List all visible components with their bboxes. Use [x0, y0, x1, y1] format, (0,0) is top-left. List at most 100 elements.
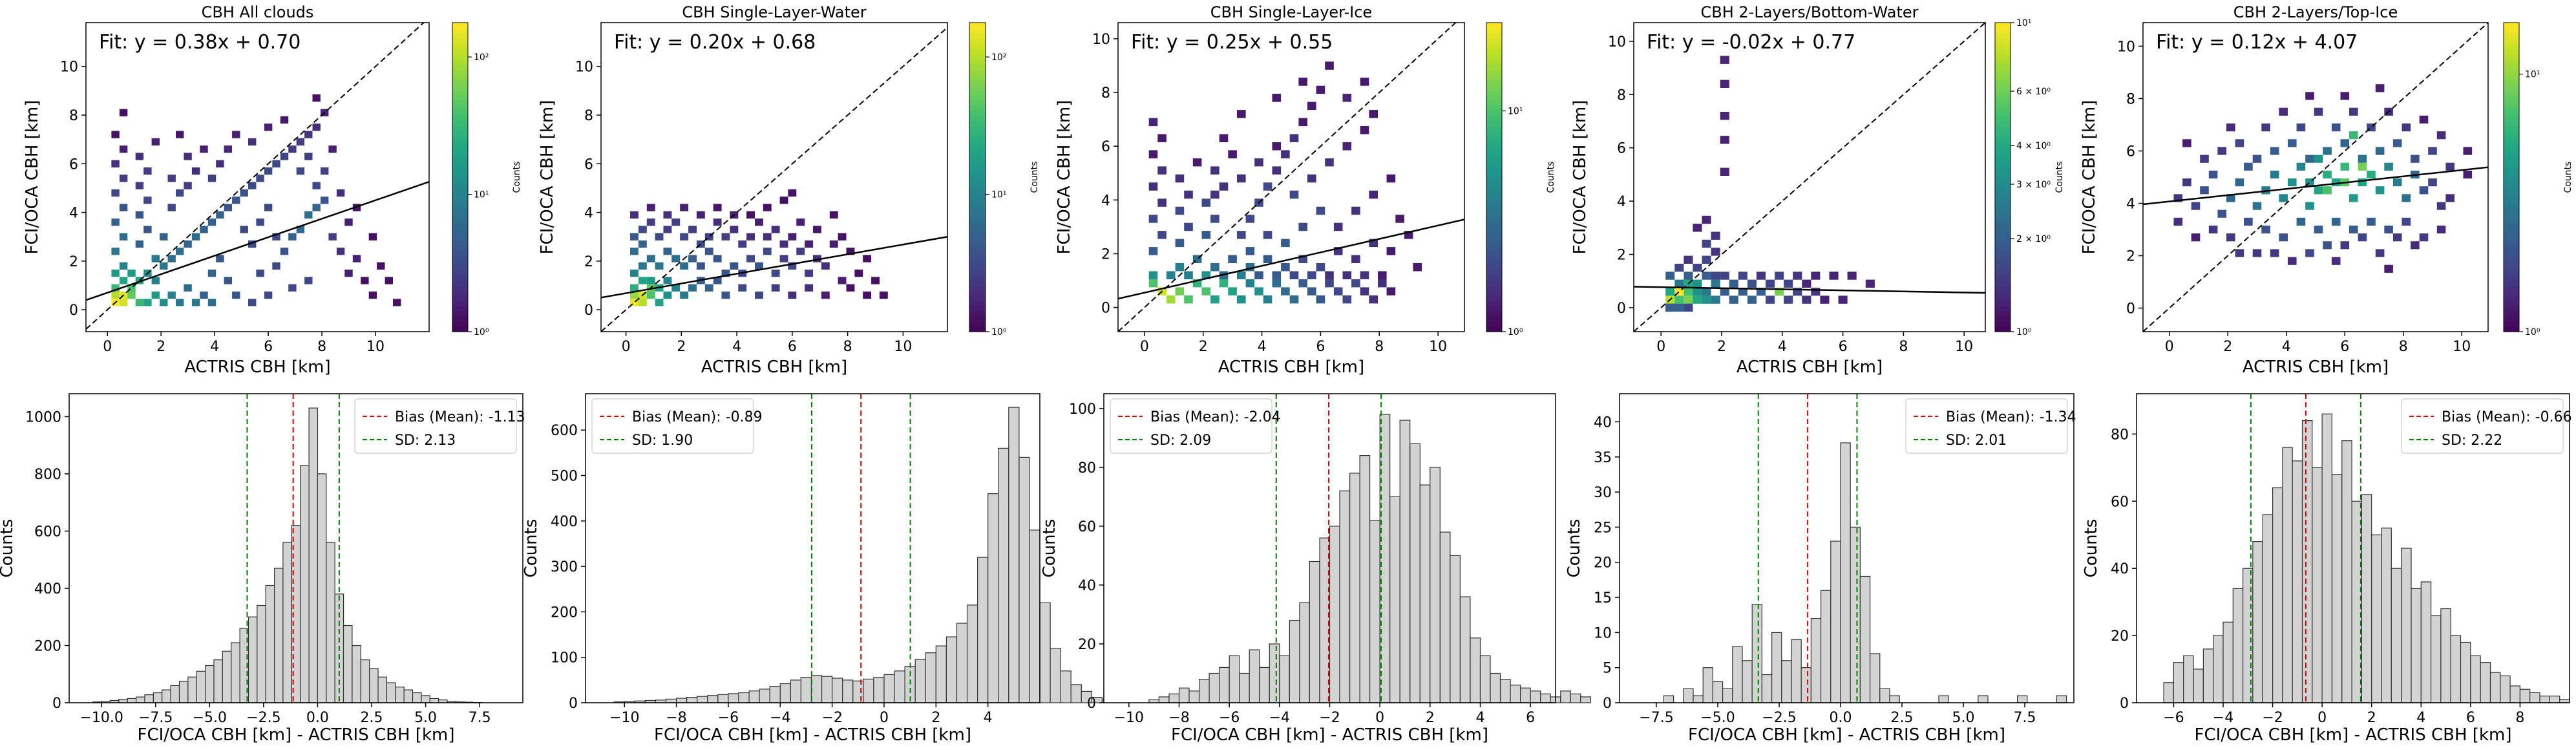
heatmap-cell — [1711, 248, 1720, 256]
x-tick-label: −10 — [1114, 710, 1144, 726]
heatmap-cell — [1711, 279, 1720, 288]
colorbar-segment — [1995, 233, 2011, 240]
colorbar-segment — [1486, 182, 1502, 188]
colorbar-segment — [2504, 53, 2519, 59]
y-tick-label: 6 — [1617, 141, 1626, 157]
heatmap-cell — [248, 240, 257, 248]
heatmap-cell — [207, 299, 216, 306]
histogram-bar — [1158, 696, 1170, 703]
colorbar-segment — [1995, 131, 2011, 136]
heatmap-cell — [2358, 162, 2367, 171]
colorbar-segment — [2504, 213, 2519, 219]
histogram-bar — [1470, 637, 1481, 703]
heatmap-cell — [2340, 241, 2350, 250]
y-tick-label: 6 — [1101, 139, 1110, 155]
heatmap-cell — [1228, 287, 1237, 295]
axes-frame — [85, 22, 430, 332]
histogram-bar — [2500, 675, 2511, 703]
heatmap-cell — [1245, 215, 1255, 223]
colorbar-segment — [969, 259, 986, 266]
histogram-bar — [1359, 454, 1371, 703]
x-axis-label: ACTRIS CBH [km] — [184, 358, 330, 377]
x-axis-label: FCI/OCA CBH [km] - ACTRIS CBH [km] — [654, 725, 971, 745]
colorbar-segment — [1486, 131, 1502, 136]
colorbar-segment — [1995, 74, 2011, 80]
heatmap-cell — [1766, 295, 1775, 304]
histogram-bar — [1810, 617, 1822, 703]
y-tick-label: 200 — [551, 604, 578, 621]
histogram-bar — [153, 692, 163, 703]
colorbar-segment — [2504, 162, 2519, 167]
y-tick-label: 2 — [1617, 248, 1626, 264]
heatmap-cell — [2428, 178, 2437, 187]
heatmap-cell — [368, 291, 377, 299]
heatmap-cell — [2402, 217, 2411, 226]
colorbar-segment — [2504, 105, 2519, 111]
colorbar-segment — [1486, 259, 1502, 266]
heatmap-cell — [1351, 279, 1360, 288]
colorbar-segment — [1995, 218, 2011, 224]
heatmap-cell — [280, 248, 289, 255]
y-tick-label: 0 — [1087, 696, 1096, 712]
colorbar-segment — [969, 280, 986, 286]
heatmap-cell — [1342, 94, 1352, 102]
histogram-bar — [1459, 596, 1471, 703]
colorbar-segment — [969, 110, 986, 116]
colorbar-segment — [1486, 63, 1502, 70]
histogram-bar — [1229, 655, 1240, 703]
colorbar-segment — [969, 239, 986, 245]
histogram-bar — [257, 604, 266, 703]
colorbar-segment — [452, 295, 468, 301]
colorbar-segment — [2504, 32, 2519, 39]
heatmap-cell — [1237, 271, 1246, 279]
heatmap-cell — [224, 277, 232, 284]
x-tick-label: 2 — [677, 339, 686, 355]
histogram-bar — [2509, 685, 2521, 703]
heatmap-cell — [1729, 279, 1738, 288]
colorbar-segment — [1995, 167, 2011, 173]
chart-title: CBH 2-Layers/Top-Ice — [2233, 3, 2398, 21]
heatmap-cell — [630, 211, 639, 219]
histogram-bar — [1879, 688, 1890, 703]
heatmap-cell — [1702, 288, 1711, 296]
heatmap-cell — [2436, 225, 2446, 234]
colorbar-segment — [1486, 74, 1502, 80]
heatmap-cell — [2296, 123, 2306, 132]
histogram-bar — [1239, 672, 1250, 703]
histogram-bar — [2252, 540, 2263, 703]
heatmap-cell — [1360, 126, 1369, 134]
histogram-bar — [1178, 687, 1190, 703]
colorbar-segment — [969, 69, 986, 75]
histogram-bar — [1430, 467, 1441, 703]
colorbar-segment — [1486, 125, 1502, 131]
axes-frame — [585, 393, 1040, 703]
y-tick-label: 2 — [1101, 246, 1110, 262]
histogram-bar — [2411, 588, 2422, 703]
colorbar-segment — [1486, 285, 1502, 291]
x-tick-label: 5.0 — [1952, 710, 1975, 726]
colorbar-segment — [452, 94, 468, 101]
histogram-bar — [282, 542, 292, 703]
histogram-bar — [1702, 667, 1713, 703]
heatmap-cell — [746, 233, 755, 240]
heatmap-cell — [2288, 178, 2297, 187]
colorbar-segment — [969, 177, 986, 183]
histogram-bar — [2460, 641, 2471, 703]
colorbar-segment — [1486, 94, 1502, 101]
histogram-bar — [2312, 467, 2323, 703]
histogram-bar — [1289, 619, 1300, 703]
colorbar-segment — [1486, 48, 1502, 54]
histogram-bar — [1570, 693, 1581, 703]
heatmap-cell — [838, 233, 847, 240]
histogram-bar — [2440, 608, 2451, 703]
heatmap-cell — [2349, 194, 2358, 202]
x-tick-label: −5.0 — [193, 710, 227, 726]
axes-frame — [600, 22, 948, 332]
heatmap-cell — [160, 299, 168, 306]
histogram-bar — [1830, 540, 1841, 703]
colorbar-segment — [969, 131, 986, 136]
heatmap-cell — [232, 291, 240, 299]
heatmap-cell — [2384, 225, 2393, 234]
colorbar-segment — [1486, 239, 1502, 245]
heatmap-cell — [1351, 206, 1360, 215]
